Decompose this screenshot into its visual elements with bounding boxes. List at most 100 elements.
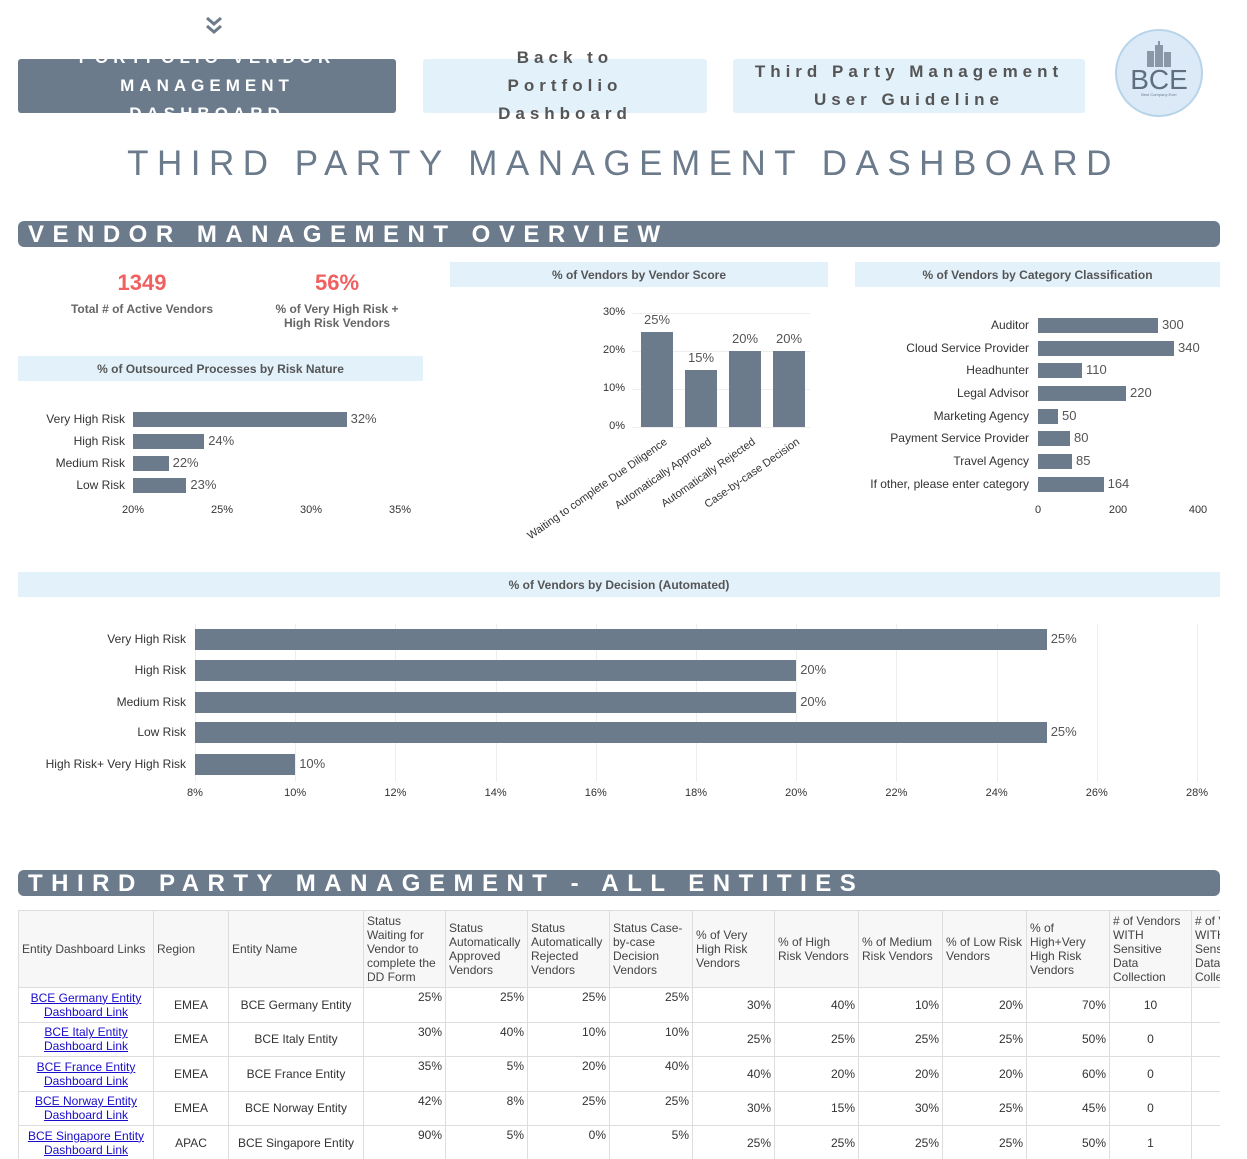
table-cell: BCE Italy Entity bbox=[228, 1021, 364, 1057]
table-cell: 42% bbox=[363, 1090, 446, 1126]
category-label: Low Risk bbox=[76, 478, 125, 492]
kpi-high-risk-label: % of Very High Risk + High Risk Vendors bbox=[275, 302, 399, 330]
table-cell: 40% bbox=[692, 1056, 775, 1092]
table-cell: 25% bbox=[942, 1125, 1027, 1159]
column-header[interactable]: Status Waiting for Vendor to complete th… bbox=[363, 910, 446, 988]
table-cell: 50% bbox=[1026, 1021, 1110, 1057]
axis-tick-label: 14% bbox=[484, 787, 507, 799]
table-cell: EMEA bbox=[153, 1090, 229, 1126]
category-label: Cloud Service Provider bbox=[906, 341, 1029, 355]
column-header[interactable]: % of Low Risk Vendors bbox=[942, 910, 1027, 988]
kpi-high-risk-value: 56% bbox=[314, 270, 360, 295]
chart-risk-nature-title: % of Outsourced Processes by Risk Nature bbox=[18, 356, 423, 381]
column-header[interactable]: Status Case-by-case Decision Vendors bbox=[609, 910, 693, 988]
table-cell: 8% bbox=[445, 1090, 528, 1126]
category-label: Legal Advisor bbox=[956, 386, 1029, 400]
table-cell bbox=[1191, 1090, 1220, 1126]
table-row: BCE Italy Entity Dashboard Link EMEA BCE I… bbox=[18, 1021, 1220, 1057]
entity-dashboard-link[interactable]: BCE Italy Entity Dashboard Link bbox=[43, 1025, 129, 1054]
bar bbox=[1038, 408, 1058, 424]
kpi-active-vendors-label: Total # of Active Vendors bbox=[70, 302, 214, 316]
kpi-active-vendors-value: 1349 bbox=[117, 270, 167, 295]
column-header[interactable]: Region bbox=[153, 910, 229, 988]
table-cell: 5% bbox=[445, 1125, 528, 1159]
column-header[interactable]: Status Automatically Rejected Vendors bbox=[527, 910, 610, 988]
axis-tick-label: 20% bbox=[602, 344, 625, 356]
table-cell: 25% bbox=[692, 1021, 775, 1057]
axis-tick-label: 28% bbox=[1185, 787, 1209, 799]
gridline bbox=[632, 427, 810, 428]
chart-decision-title: % of Vendors by Decision (Automated) bbox=[18, 572, 1220, 597]
column-header[interactable]: % of High+Very High Risk Vendors bbox=[1026, 910, 1110, 988]
column-header[interactable]: Status Automatically Approved Vendors bbox=[445, 910, 528, 988]
column-header[interactable]: % of Very High Risk Vendors bbox=[692, 910, 775, 988]
table-cell: 40% bbox=[774, 987, 859, 1023]
entity-dashboard-link[interactable]: BCE Singapore Entity Dashboard Link bbox=[27, 1128, 145, 1157]
table-cell: BCE Singapore Entity bbox=[228, 1125, 364, 1159]
column-header[interactable]: # of Vendors WITH Sensitive Data Collect… bbox=[1191, 910, 1220, 988]
table-cell: 25% bbox=[942, 1090, 1027, 1126]
axis-tick-label: 400 bbox=[1188, 504, 1208, 516]
axis-tick-label: 22% bbox=[885, 787, 908, 799]
bar bbox=[1038, 340, 1174, 356]
table-cell: 20% bbox=[774, 1056, 859, 1092]
data-label: 220 bbox=[1130, 385, 1152, 400]
column-header[interactable]: # of Vendors WITH Sensitive Data Collect… bbox=[1109, 910, 1192, 988]
entity-link-cell: BCE Singapore Entity Dashboard Link bbox=[18, 1125, 154, 1159]
table-row: BCE Germany Entity Dashboard Link EMEA BCE… bbox=[18, 987, 1220, 1023]
data-label: 164 bbox=[1107, 476, 1130, 491]
table-cell: 90% bbox=[363, 1125, 446, 1159]
entity-dashboard-link[interactable]: BCE France Entity Dashboard Link bbox=[36, 1059, 136, 1088]
entity-dashboard-link[interactable]: BCE Norway Entity Dashboard Link bbox=[34, 1094, 138, 1123]
axis-tick-label: 10% bbox=[602, 382, 625, 394]
gridline bbox=[1096, 624, 1098, 782]
data-label: 25% bbox=[1050, 724, 1077, 739]
category-label: Marketing Agency bbox=[933, 409, 1029, 423]
column-header[interactable]: % of High Risk Vendors bbox=[774, 910, 859, 988]
table-cell: 0% bbox=[527, 1125, 610, 1159]
category-label: Very High Risk bbox=[46, 412, 125, 426]
table-cell: 40% bbox=[609, 1056, 693, 1092]
data-label: 22% bbox=[172, 455, 199, 470]
column-header[interactable]: Entity Name bbox=[228, 910, 364, 988]
column-header[interactable]: % of Medium Risk Vendors bbox=[858, 910, 943, 988]
category-label: If other, please enter category bbox=[870, 477, 1029, 491]
table-cell: BCE France Entity bbox=[228, 1056, 364, 1092]
column-header[interactable]: Entity Dashboard Links bbox=[18, 910, 154, 988]
table-cell: 25% bbox=[609, 1090, 693, 1126]
data-label: 10% bbox=[299, 756, 326, 771]
table-cell: 35% bbox=[363, 1056, 446, 1092]
double-chevron-down-icon[interactable] bbox=[204, 14, 224, 38]
table-cell: 50% bbox=[1026, 1125, 1110, 1159]
data-label: 50 bbox=[1062, 408, 1077, 423]
category-label: Low Risk bbox=[137, 725, 186, 739]
portfolio-dashboard-button[interactable]: PORTFOLIO VENDOR MANAGEMENT DASHBOARD bbox=[18, 48, 396, 123]
table-cell: BCE Norway Entity bbox=[228, 1090, 364, 1126]
data-label: 25% bbox=[1050, 631, 1077, 646]
table-cell: BCE Germany Entity bbox=[228, 987, 364, 1023]
entities-table-container[interactable]: Entity Dashboard Links Region Entity Name S… bbox=[0, 900, 1220, 1159]
back-to-portfolio-button[interactable]: Back to Portfolio Dashboard bbox=[423, 48, 707, 123]
axis-tick-label: 0% bbox=[609, 420, 625, 432]
entity-link-cell: BCE Norway Entity Dashboard Link bbox=[18, 1090, 154, 1126]
table-cell: 25% bbox=[445, 987, 528, 1023]
category-label: High Risk+ Very High Risk bbox=[45, 757, 186, 771]
axis-tick-label: 35% bbox=[388, 504, 412, 516]
user-guideline-button[interactable]: Third Party Management User Guideline bbox=[733, 59, 1085, 113]
entity-dashboard-link[interactable]: BCE Germany Entity Dashboard Link bbox=[30, 990, 142, 1019]
bar bbox=[1038, 476, 1104, 492]
table-cell: 10% bbox=[609, 1021, 693, 1057]
axis-tick-label: 25% bbox=[210, 504, 234, 516]
table-cell: 25% bbox=[774, 1021, 859, 1057]
table-cell bbox=[1191, 1056, 1220, 1092]
table-cell: 5% bbox=[609, 1125, 693, 1159]
bar bbox=[641, 332, 673, 427]
entity-link-cell: BCE France Entity Dashboard Link bbox=[18, 1056, 154, 1092]
axis-tick-label: 18% bbox=[684, 787, 708, 799]
table-cell: 20% bbox=[942, 987, 1027, 1023]
category-label: High Risk bbox=[134, 663, 186, 677]
table-row: BCE France Entity Dashboard Link EMEA BCE … bbox=[18, 1056, 1220, 1092]
data-label: 80 bbox=[1074, 430, 1089, 445]
table-row: BCE Singapore Entity Dashboard Link APAC B… bbox=[18, 1125, 1220, 1159]
table-cell: 25% bbox=[609, 987, 693, 1023]
